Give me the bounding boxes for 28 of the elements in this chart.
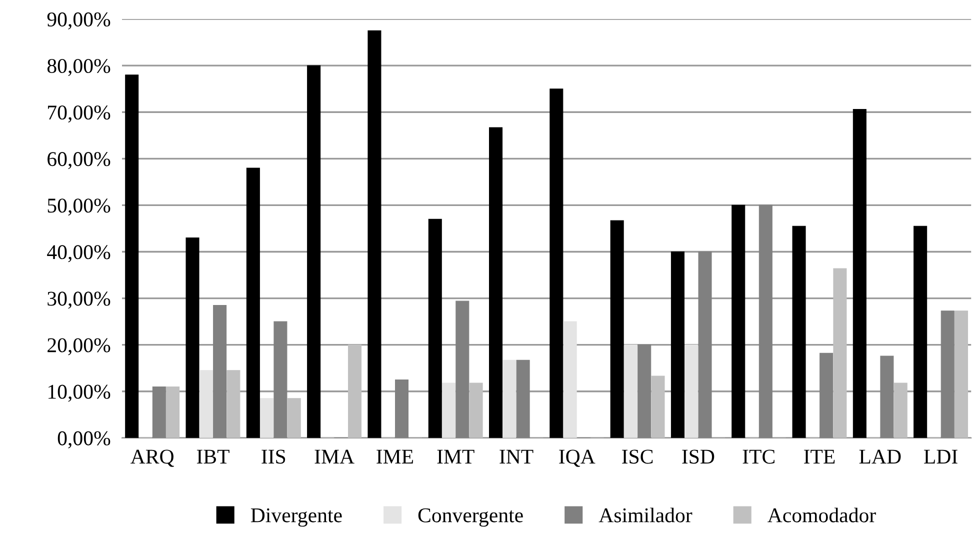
y-tick-label: 40,00% — [47, 245, 110, 262]
y-tick-label: 0,00% — [58, 431, 110, 448]
x-tick-label: IQA — [559, 450, 596, 467]
x-tick-label: LAD — [859, 450, 901, 464]
y-tick-label: 80,00% — [47, 58, 110, 76]
legend-label: Acomodador — [768, 508, 876, 522]
y-tick-label: 90,00% — [47, 12, 110, 30]
y-tick-label: 10,00% — [48, 384, 110, 402]
x-tick-label: IME — [376, 450, 413, 464]
x-tick-label: IMT — [437, 450, 474, 464]
x-tick-label: ARQ — [130, 450, 174, 467]
x-tick-label: ITE — [804, 450, 835, 464]
x-tick-label: ISC — [622, 450, 653, 464]
x-tick-label: ISD — [682, 450, 714, 464]
y-tick-label: 20,00% — [48, 338, 110, 356]
x-tick-label: ITC — [742, 450, 774, 464]
y-tick-label: 70,00% — [48, 106, 110, 123]
y-tick-label: 50,00% — [48, 198, 110, 216]
legend-label: Divergente — [250, 508, 342, 527]
x-tick-label: LDI — [924, 450, 958, 464]
x-tick-label: IMA — [314, 450, 354, 464]
legend-label: Convergente — [418, 508, 523, 527]
x-tick-label: IIS — [262, 450, 286, 464]
y-tick-label: 60,00% — [48, 152, 110, 170]
legend-label: Asimilador — [598, 508, 692, 522]
x-tick-label: IBT — [196, 450, 230, 464]
y-tick-label: 30,00% — [48, 292, 110, 309]
x-tick-label: INT — [500, 450, 534, 464]
